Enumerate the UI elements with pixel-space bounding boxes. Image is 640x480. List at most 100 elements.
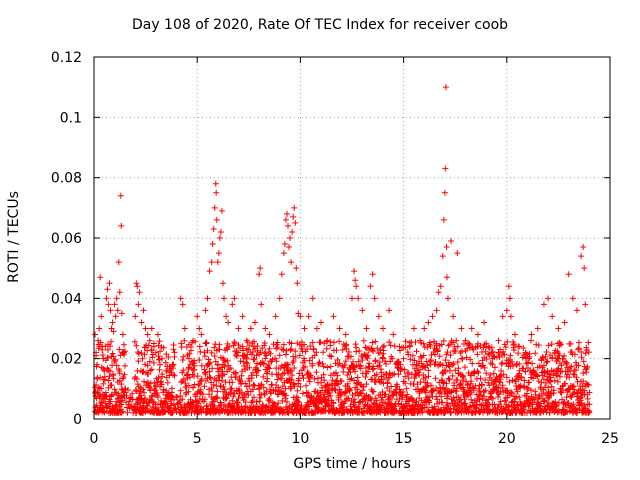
dense-marker (178, 344, 185, 351)
dense-marker (196, 395, 203, 402)
dense-marker (543, 409, 550, 416)
dense-marker (500, 348, 507, 355)
dense-marker (476, 396, 483, 403)
dense-marker (342, 342, 349, 349)
dense-marker (369, 339, 376, 346)
dense-marker (342, 358, 349, 365)
dense-marker (131, 338, 138, 345)
data-point (489, 355, 496, 362)
dense-marker (302, 348, 309, 355)
dense-marker (206, 386, 213, 393)
y-tick-label: 0.12 (51, 50, 82, 66)
dense-marker (445, 375, 452, 382)
dense-marker (354, 374, 361, 381)
dense-marker (344, 380, 351, 387)
data-point (118, 222, 125, 229)
dense-marker (518, 374, 525, 381)
dense-marker (253, 352, 260, 359)
dense-marker (94, 389, 101, 396)
dense-marker (355, 358, 362, 365)
dense-marker (377, 346, 384, 353)
dense-marker (384, 384, 391, 391)
dense-marker (159, 371, 166, 378)
dense-marker (260, 384, 267, 391)
data-point (441, 189, 448, 196)
dense-marker (186, 406, 193, 413)
data-point (549, 313, 556, 320)
dense-marker (474, 351, 481, 358)
dense-marker (497, 398, 504, 405)
dense-marker (504, 338, 511, 345)
dense-marker (577, 397, 584, 404)
dense-marker (454, 377, 461, 384)
dense-marker (137, 392, 144, 399)
dense-marker (287, 367, 294, 374)
dense-marker (585, 407, 592, 414)
dense-marker (288, 376, 295, 383)
dense-marker (115, 392, 122, 399)
dense-marker (391, 403, 398, 410)
dense-marker (440, 379, 447, 386)
dense-marker (258, 381, 265, 388)
dense-marker (149, 351, 156, 358)
data-point (251, 319, 258, 326)
dense-marker (554, 378, 561, 385)
dense-marker (163, 398, 170, 405)
data-point (216, 235, 223, 241)
dense-marker (543, 380, 550, 387)
dense-marker (535, 395, 542, 402)
data-point (96, 325, 103, 332)
dense-marker (233, 348, 240, 355)
dense-marker (306, 403, 313, 410)
data-point (286, 244, 293, 251)
dense-marker (320, 371, 327, 378)
dense-marker (97, 374, 104, 381)
dense-marker (249, 349, 256, 356)
dense-marker (491, 364, 498, 371)
dense-marker (531, 396, 538, 403)
dense-marker (168, 400, 175, 407)
axis-ticks: 0 5 10 15 20 25 0 0.02 0.04 0.06 0.08 0.1 0.12 (51, 50, 619, 447)
dense-marker (454, 343, 461, 350)
data-point (450, 313, 457, 320)
dense-marker (576, 345, 583, 352)
dense-marker (167, 366, 174, 373)
dense-marker (438, 341, 445, 348)
dense-marker (254, 360, 261, 367)
dense-marker (506, 359, 513, 366)
dense-marker (377, 379, 384, 386)
dense-marker (231, 390, 238, 397)
dense-marker (339, 346, 346, 353)
data-point (159, 355, 166, 362)
dense-marker (235, 341, 242, 348)
data-point (169, 361, 176, 368)
dense-marker (241, 394, 248, 401)
dense-marker (519, 354, 526, 361)
y-tick-label: 0.02 (51, 352, 82, 368)
data-point (386, 307, 393, 314)
dense-marker (483, 356, 490, 363)
dense-marker (367, 404, 374, 411)
data-point (375, 313, 382, 320)
dense-marker (232, 374, 239, 381)
dense-marker (503, 374, 510, 381)
data-point (443, 244, 450, 251)
dense-marker (297, 383, 304, 390)
dense-marker (352, 368, 359, 375)
dense-marker (377, 366, 384, 373)
dense-marker (275, 400, 282, 407)
data-point (359, 307, 366, 314)
dense-marker (140, 386, 147, 393)
dense-marker (387, 342, 394, 349)
dense-marker (407, 356, 414, 363)
dense-marker (490, 380, 497, 387)
data-point (92, 331, 99, 338)
dense-marker (482, 376, 489, 383)
data-point (442, 165, 449, 172)
dense-marker (423, 404, 430, 411)
dense-marker (191, 362, 198, 369)
data-point (262, 325, 269, 332)
dense-marker (229, 379, 236, 386)
dense-marker (419, 408, 426, 415)
